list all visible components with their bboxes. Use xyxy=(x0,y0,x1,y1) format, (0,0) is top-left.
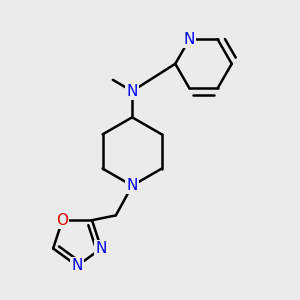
Text: O: O xyxy=(56,213,68,228)
Text: N: N xyxy=(71,258,83,273)
Text: N: N xyxy=(184,32,195,47)
Text: N: N xyxy=(95,241,107,256)
Text: N: N xyxy=(127,178,138,193)
Text: N: N xyxy=(127,84,138,99)
